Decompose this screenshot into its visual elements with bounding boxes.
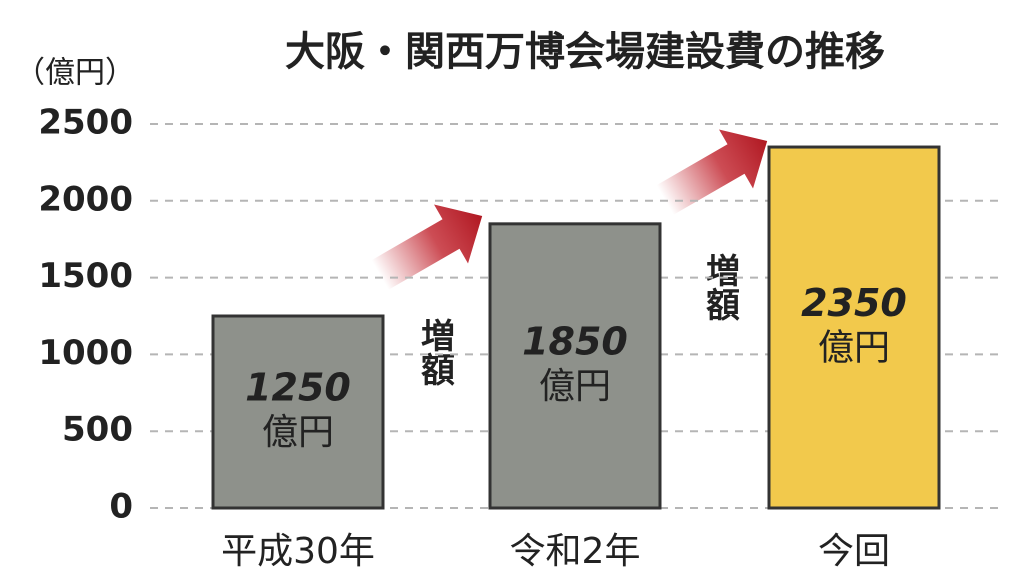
x-tick-label: 平成30年 [221, 531, 375, 572]
y-tick-label: 500 [62, 410, 133, 450]
annotation: 増額 [700, 253, 740, 322]
value-unit: 億円 [262, 412, 334, 453]
y-tick-label: 1000 [38, 333, 133, 373]
chart-title: 大阪・関西万博会場建設費の推移 [285, 29, 885, 75]
y-tick-label: 2500 [38, 103, 133, 143]
bar [211, 314, 385, 510]
bar [488, 222, 662, 510]
value-label: 1250 [245, 366, 351, 410]
value-label: 1850 [522, 319, 628, 363]
y-tick-label: 2000 [38, 179, 133, 219]
arrow [371, 204, 483, 290]
x-tick-label: 令和2年 [510, 531, 641, 572]
y-tick-label: 0 [109, 487, 133, 527]
bar [767, 145, 941, 510]
x-tick-label: 今回 [818, 531, 890, 572]
value-unit: 億円 [539, 366, 611, 407]
value-label: 2350 [801, 281, 907, 325]
value-unit: 億円 [818, 328, 890, 369]
annotation: 増額 [415, 318, 455, 387]
y-tick-label: 1500 [38, 256, 133, 296]
arrow [656, 129, 768, 215]
y-axis-label: （億円） [15, 56, 135, 91]
